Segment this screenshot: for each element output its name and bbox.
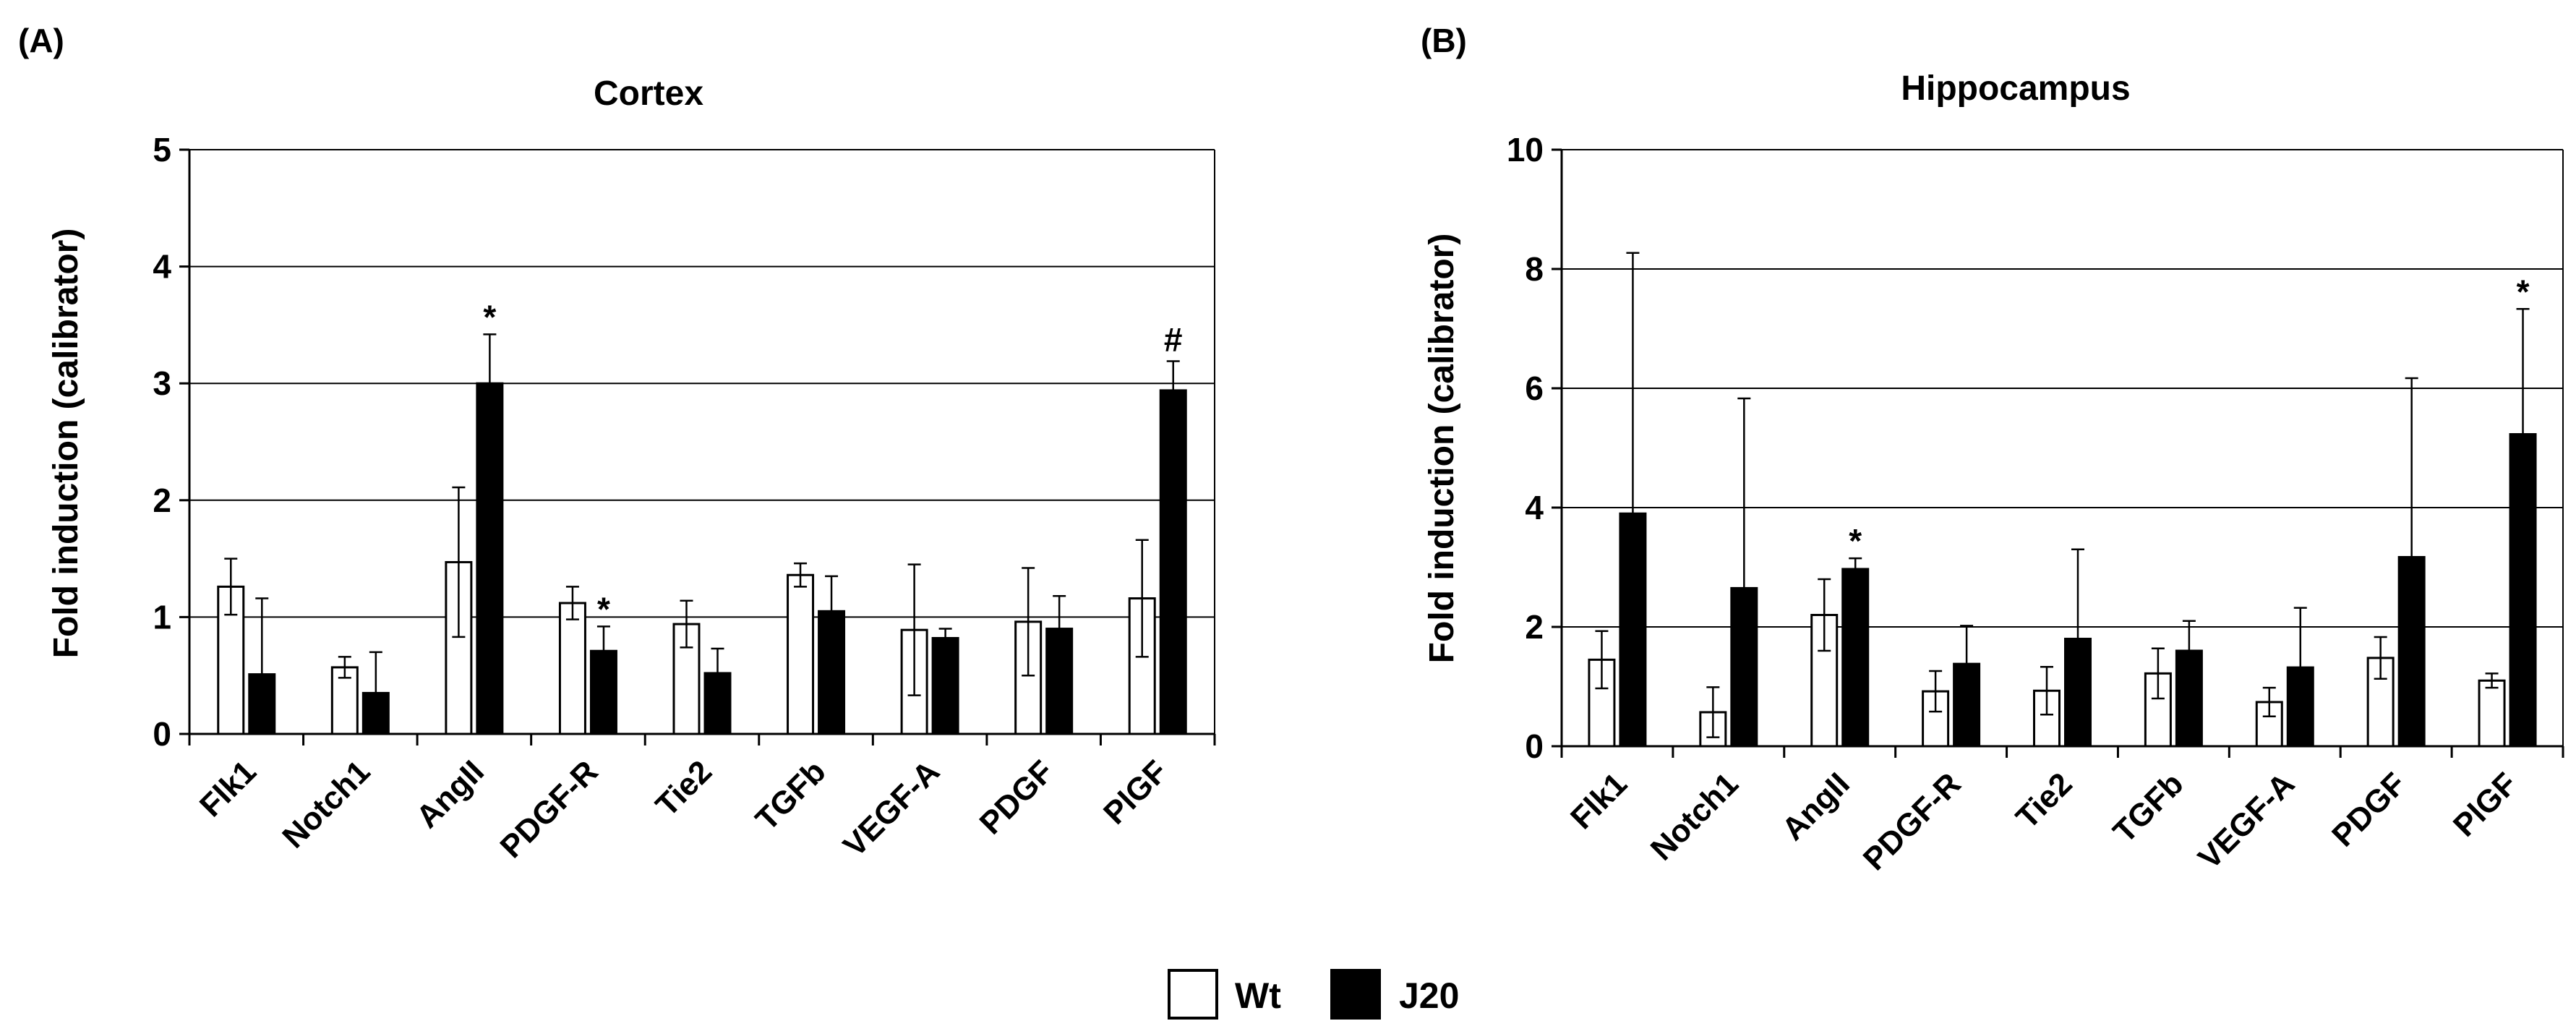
errorbar-hippocampus-wt-angii [1818,578,1831,652]
errorbar-cortex-wt-tgfb [794,562,808,588]
errorbar-hippocampus-j20-tgfb [2182,620,2196,682]
y-tick-label-hippocampus-8: 8 [1525,250,1544,288]
y-tick-label-hippocampus-2: 2 [1525,608,1544,646]
errorbar-cortex-wt-plgf [1135,539,1149,658]
panel-label-a: (A) [18,22,64,59]
x-category-label-cortex-notch1: Notch1 [275,753,377,855]
x-category-label-hippocampus-flk1: Flk1 [1564,766,1634,836]
y-tick-label-cortex-5: 5 [153,131,171,168]
legend: Wt J20 [1168,969,1459,1020]
errorbar-cortex-j20-angii [483,333,497,434]
errorbar-hippocampus-wt-tie2 [2040,666,2053,716]
x-category-label-cortex-flk1: Flk1 [193,753,263,824]
errorbar-cortex-j20-tgfb [825,575,839,648]
legend-swatch-wt [1168,969,1218,1020]
x-category-label-cortex-angii: AngII [410,753,491,834]
bar-hippocampus-j20-angii [1841,568,1870,748]
y-axis-label-cortex: Fold induction (calibrator) [47,228,85,659]
errorbar-hippocampus-j20-angii [1849,557,1862,581]
errorbar-hippocampus-j20-vegf-a [2293,607,2307,728]
errorbar-cortex-wt-tie2 [680,599,693,649]
chart-hippocampus: (B) Hippocampus * * 0 2 4 6 8 10 Flk1 Notch1 Ang… [1421,22,2564,877]
errorbar-cortex-wt-pdgf [1022,567,1035,677]
annotation-hippocampus-plgf: * [2517,273,2530,310]
legend-label-j20: J20 [1399,975,1459,1016]
y-tick-label-cortex-4: 4 [153,248,171,286]
errorbar-cortex-wt-notch1 [338,656,351,679]
bar-cortex-j20-angii [476,382,504,735]
legend-label-wt: Wt [1235,975,1281,1016]
errorbar-hippocampus-j20-pdgf [2405,377,2418,738]
chart-title-cortex: Cortex [594,74,703,113]
bar-hippocampus-wt-plgf [2478,679,2506,748]
errorbar-hippocampus-j20-plgf [2516,308,2530,561]
annotation-cortex-pdgf-r: * [597,590,610,628]
y-tick-label-cortex-1: 1 [153,598,171,636]
errorbar-cortex-j20-pdgf [1053,595,1066,663]
errorbar-hippocampus-j20-pdgf-r [1960,625,1974,704]
x-category-label-cortex-tgfb: TGFb [749,753,833,837]
errorbar-hippocampus-wt-vegf-a [2262,686,2276,717]
x-category-label-hippocampus-tie2: Tie2 [2009,766,2079,835]
x-category-label-cortex-plgf: PlGF [1097,753,1174,831]
errorbar-hippocampus-wt-pdgf [2374,636,2387,680]
x-category-label-hippocampus-pdgf-r: PDGF-R [1857,766,1968,877]
x-category-label-cortex-pdgf-r: PDGF-R [494,753,605,865]
errorbar-hippocampus-j20-tie2 [2071,548,2084,730]
errorbar-hippocampus-wt-notch1 [1706,686,1720,738]
x-category-label-cortex-vegf-a: VEGF-A [836,753,946,863]
errorbar-hippocampus-wt-tgfb [2151,647,2165,700]
y-tick-label-cortex-0: 0 [153,715,171,753]
y-tick-label-hippocampus-6: 6 [1525,369,1544,407]
errorbar-cortex-wt-vegf-a [907,563,921,696]
bar-cortex-j20-vegf-a [931,636,959,735]
x-category-label-cortex-tie2: Tie2 [649,753,719,823]
errorbar-cortex-j20-vegf-a [938,628,952,649]
panel-label-b: (B) [1421,22,1467,59]
y-tick-label-hippocampus-4: 4 [1525,489,1544,526]
errorbar-cortex-j20-tie2 [711,647,724,699]
x-category-label-hippocampus-notch1: Notch1 [1644,766,1745,867]
x-category-label-cortex-pdgf: PDGF [973,753,1061,841]
errorbar-cortex-j20-pdgf-r [596,625,610,677]
errorbar-cortex-wt-angii [452,486,466,638]
annotation-hippocampus-angii: * [1849,522,1862,560]
chart-title-hippocampus: Hippocampus [1901,69,2130,108]
errorbar-hippocampus-wt-plgf [2485,672,2499,689]
errorbar-cortex-j20-plgf [1166,360,1180,421]
x-category-label-hippocampus-pdgf: PDGF [2325,766,2413,853]
x-category-label-hippocampus-plgf: PlGF [2447,766,2524,843]
x-category-label-hippocampus-angii: AngII [1775,766,1856,847]
bar-cortex-wt-tgfb [787,573,815,735]
y-tick-label-cortex-3: 3 [153,364,171,402]
errorbar-cortex-wt-flk1 [224,557,238,616]
errorbar-hippocampus-wt-flk1 [1595,630,1609,690]
y-tick-label-hippocampus-10: 10 [1507,131,1544,168]
bar-cortex-j20-plgf [1159,389,1187,735]
errorbar-cortex-wt-pdgf-r [565,586,579,620]
errorbar-hippocampus-wt-pdgf-r [1929,670,1943,713]
annotation-cortex-angii: * [483,298,496,336]
annotation-cortex-plgf: # [1164,320,1183,358]
x-category-label-hippocampus-tgfb: TGFb [2107,766,2191,850]
y-axis-label-hippocampus: Fold induction (calibrator) [1423,234,1461,664]
y-tick-label-cortex-2: 2 [153,482,171,519]
legend-swatch-j20 [1330,969,1381,1020]
bar-cortex-wt-pdgf-r [558,602,586,735]
y-tick-label-hippocampus-0: 0 [1525,727,1544,765]
x-category-label-hippocampus-vegf-a: VEGF-A [2191,766,2301,876]
